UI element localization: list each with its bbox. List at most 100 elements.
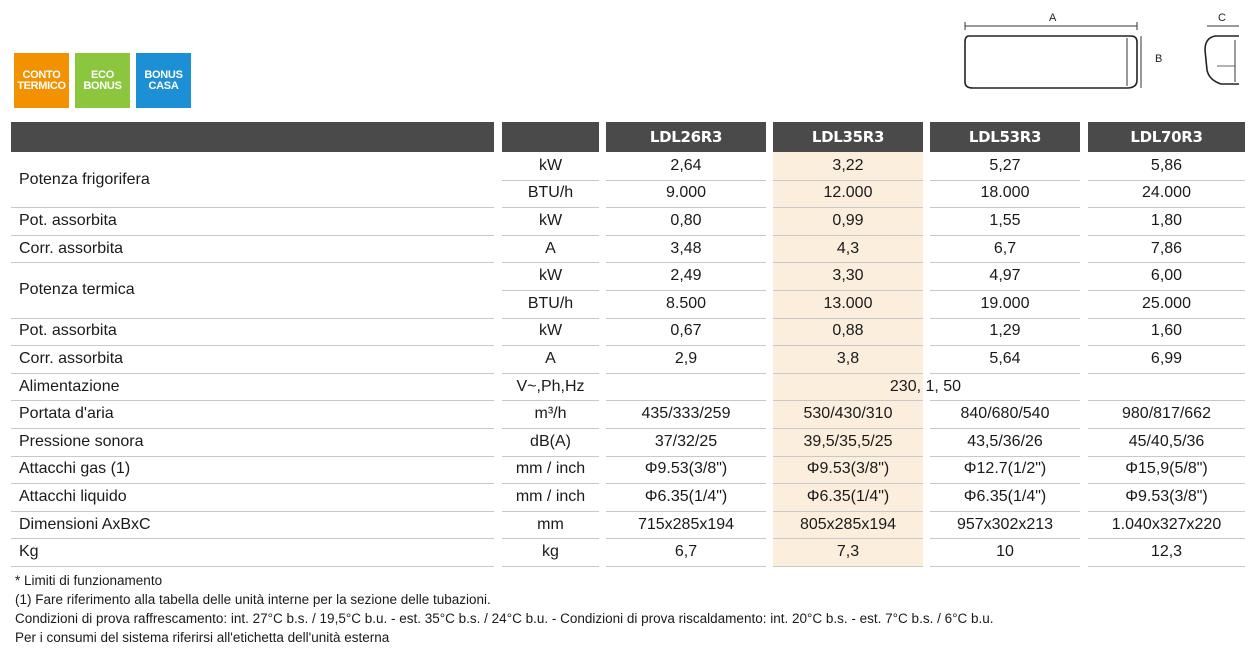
row-value: 4,3 [836,239,860,257]
row-value: 1,80 [1150,211,1183,229]
row-divider [773,290,923,291]
row-divider [502,179,599,181]
row-divider [1088,372,1245,374]
row-value: 12.000 [823,184,873,202]
row-divider [773,566,923,567]
row-divider [773,538,923,540]
row-value: 7,86 [1150,239,1183,257]
row-value: 43,5/36/26 [967,432,1043,450]
row-value: 805x285x194 [799,515,897,533]
row-unit: mm [537,515,564,533]
row-value: 45/40,5/36 [1128,432,1205,450]
header-model-ldl35r3: LDL35R3 [773,122,923,152]
header-label-column [11,122,494,152]
row-label: Corr. assorbita [19,349,124,367]
row-unit: kW [538,211,563,229]
row-unit: kg [542,543,559,561]
row-unit: BTU/h [527,294,574,312]
header-model-ldl53r3: LDL53R3 [930,122,1080,152]
row-divider [11,345,494,347]
row-value: 25.000 [1142,294,1191,312]
row-label: Pressione sonora [19,432,144,450]
row-value: Φ9.53(3/8") [644,460,728,478]
row-divider [1088,455,1245,457]
row-value: 0,67 [670,322,702,340]
row-divider [502,207,599,209]
row-value: 9.000 [665,184,707,202]
row-divider [930,455,1080,457]
row-divider [1088,510,1245,512]
row-value: 530/430/310 [803,405,893,423]
row-divider [773,400,923,402]
row-divider [502,566,599,567]
row-value: Φ6.35(1/4") [644,487,728,505]
header-model-ldl26r3: LDL26R3 [606,122,766,152]
row-divider [773,262,923,264]
row-value: 5,27 [989,156,1021,174]
row-divider [606,400,766,402]
row-divider [606,290,766,291]
row-label: Alimentazione [19,377,120,395]
row-value: 1.040x327x220 [1111,515,1222,533]
row-divider [11,538,494,540]
row-divider [773,372,923,374]
row-divider [1088,566,1245,567]
row-divider [930,207,1080,209]
row-divider [11,510,494,512]
row-divider [1088,207,1245,209]
row-value: 1,60 [1150,322,1183,340]
row-divider [1088,538,1245,540]
row-divider [502,372,599,374]
row-divider [606,179,766,181]
row-divider [773,317,923,319]
footnotes: * Limiti di funzionamento (1) Fare rifer… [15,571,994,647]
row-divider [11,455,494,457]
row-label: Attacchi liquido [19,487,127,505]
row-divider [930,566,1080,567]
row-divider [502,290,599,291]
row-divider [11,566,494,567]
row-value: 980/817/662 [1122,405,1211,423]
row-divider [773,483,923,485]
unit-side-schematic: C [1204,12,1239,85]
row-value: Φ15,9(5/8") [1125,460,1208,478]
row-divider [502,455,599,457]
row-value: 39,5/35,5/25 [803,432,893,450]
header-model-ldl70r3: LDL70R3 [1088,122,1245,152]
row-divider [11,483,494,485]
badge-bonus-casa: BONUS CASA [136,53,191,108]
row-divider [930,538,1080,540]
row-divider [502,483,599,485]
row-divider [606,372,766,374]
row-unit: kW [538,267,563,285]
row-divider [930,345,1080,347]
row-label: Portata d'aria [19,405,114,423]
row-divider [773,207,923,209]
row-value: Φ6.35(1/4") [806,487,890,505]
row-divider [1088,345,1245,347]
row-value: 13.000 [823,294,873,312]
row-value: 19.000 [980,294,1030,312]
row-value: 2,49 [670,267,702,285]
row-unit: A [545,349,556,367]
row-divider [1088,179,1245,181]
row-value: 0,88 [832,322,864,340]
row-value: Φ9.53(3/8") [1125,487,1208,505]
row-value: 1,29 [989,322,1021,340]
row-value: Φ6.35(1/4") [963,487,1047,505]
dim-a-label: A [1049,12,1057,24]
row-divider [606,538,766,540]
row-divider [502,400,599,402]
footnote-test-conditions: Condizioni di prova raffrescamento: int.… [15,611,994,626]
row-value: 0,80 [670,211,702,229]
row-divider [11,428,494,429]
footnote-consumption: Per i consumi del sistema riferirsi all'… [15,630,390,645]
row-value: 3,30 [832,267,864,285]
row-divider [502,317,599,319]
row-divider [11,234,494,236]
row-label: Potenza termica [19,280,135,298]
row-value-merged: 230, 1, 50 [889,377,962,395]
row-value: Φ12.7(1/2") [963,460,1047,478]
row-value: 5,64 [989,349,1021,367]
row-value: 10 [996,543,1014,561]
